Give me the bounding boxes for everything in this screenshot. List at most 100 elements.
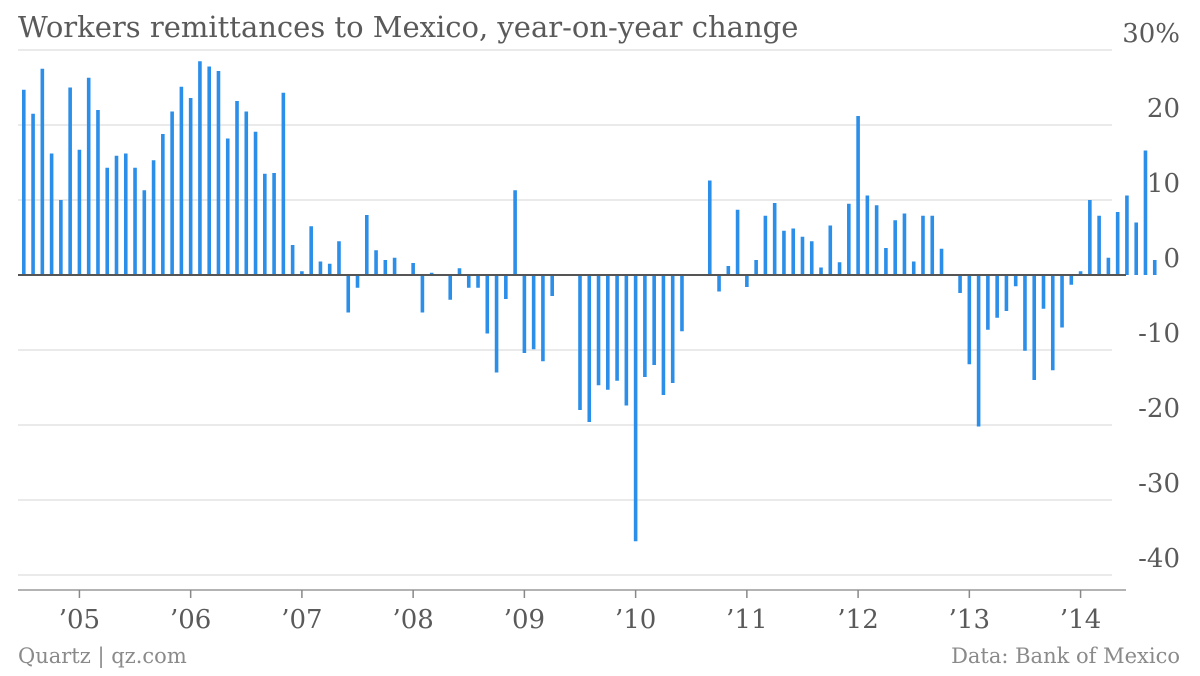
bar: [466, 275, 471, 288]
bar: [763, 215, 768, 275]
bar: [337, 241, 341, 275]
bar: [911, 261, 916, 275]
chart-title: Workers remittances to Mexico, year-on-y…: [18, 10, 799, 44]
bar: [1023, 275, 1027, 351]
bar: [884, 248, 888, 275]
bar: [1097, 215, 1101, 275]
bar: [958, 275, 962, 293]
bar: [1078, 271, 1083, 275]
bar: [578, 275, 582, 410]
bar: [420, 275, 425, 313]
bar: [893, 220, 897, 275]
bar: [142, 190, 147, 275]
bar: [847, 203, 851, 275]
bar: [541, 275, 545, 362]
bar: [494, 275, 499, 373]
bar: [1134, 222, 1138, 275]
credit-label: Quartz | qz.com: [18, 644, 187, 668]
y-tick-label: -40: [1138, 544, 1180, 574]
bar: [633, 275, 638, 542]
x-tick-label: ’07: [281, 605, 322, 635]
bar: [244, 111, 249, 275]
bar: [374, 250, 378, 275]
bar: [355, 275, 360, 288]
bar: [346, 275, 351, 313]
bar: [1143, 150, 1148, 275]
bar: [930, 215, 935, 275]
bar: [1060, 275, 1064, 328]
bar: [531, 275, 536, 350]
y-tick-label: -10: [1138, 319, 1180, 349]
bar: [1013, 275, 1018, 287]
bar: [939, 248, 944, 275]
x-tick-label: ’09: [504, 605, 545, 635]
bar: [96, 110, 100, 275]
bar: [411, 263, 415, 275]
bar: [49, 153, 54, 275]
bar: [522, 275, 527, 353]
bar: [272, 173, 276, 275]
bar: [791, 228, 796, 275]
bar: [1050, 275, 1055, 371]
bar: [123, 153, 128, 275]
bar: [800, 236, 805, 275]
x-tick-label: ’13: [949, 605, 990, 635]
bar: [318, 261, 323, 275]
bar: [837, 262, 842, 275]
bar: [170, 111, 174, 275]
y-tick-labels: 30% 20 10 0 -10 -20 -30 -40: [1122, 19, 1180, 574]
bar: [114, 155, 119, 275]
y-tick-label: 20: [1147, 94, 1180, 124]
bar: [300, 271, 304, 275]
bar: [198, 61, 202, 275]
bar: [606, 275, 610, 390]
x-tick-label: ’10: [615, 605, 656, 635]
bar: [309, 226, 313, 275]
bar: [1125, 195, 1129, 275]
bar: [476, 275, 480, 288]
bar: [40, 68, 45, 275]
bar: [392, 257, 397, 275]
bar: [290, 245, 295, 275]
bar: [670, 275, 675, 383]
bar: [745, 275, 749, 287]
bar: [1106, 257, 1111, 275]
bar: [1152, 260, 1157, 275]
bar: [448, 275, 453, 300]
bar: [457, 268, 462, 275]
y-tick-label: 30%: [1122, 19, 1180, 49]
bar: [874, 205, 879, 275]
bar: [1115, 212, 1120, 275]
bar: [680, 275, 684, 332]
bar: [105, 167, 110, 275]
bar: [596, 275, 601, 386]
y-tick-label: -20: [1138, 394, 1180, 424]
bar: [828, 225, 833, 275]
bar: [383, 260, 388, 275]
x-tick-label: ’08: [392, 605, 433, 635]
bar: [86, 77, 91, 275]
bar: [902, 213, 907, 275]
bar: [921, 215, 925, 275]
bar: [856, 116, 860, 275]
bar: [976, 275, 981, 427]
bar: [735, 209, 740, 275]
bar: [22, 89, 26, 275]
bar: [652, 275, 656, 365]
bar: [624, 275, 629, 406]
y-tick-label: 0: [1163, 244, 1180, 274]
bar: [717, 275, 721, 292]
bar: [782, 230, 786, 275]
bar: [819, 267, 823, 275]
bar: [643, 275, 647, 377]
bar: [707, 180, 712, 275]
y-tick-label: 10: [1147, 169, 1180, 199]
bar: [207, 66, 211, 275]
bar: [188, 98, 193, 275]
bar: [364, 215, 369, 275]
bar: [967, 275, 972, 365]
bar: [809, 241, 814, 275]
bar: [151, 160, 156, 275]
x-tick-label: ’11: [726, 605, 767, 635]
